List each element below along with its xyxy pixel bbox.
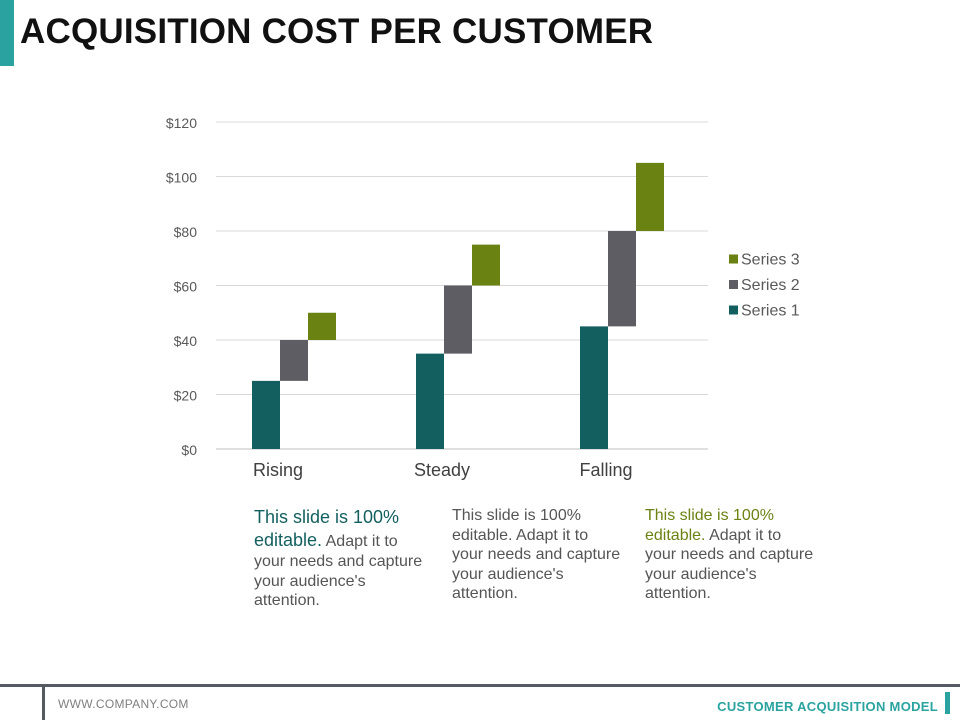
legend-label: Series 2 [741, 277, 800, 294]
y-tick-label: $100 [166, 170, 197, 186]
bar-series-1 [580, 326, 608, 449]
title-accent-bar [0, 0, 14, 66]
category-label: Falling [579, 460, 632, 480]
legend-swatch [729, 280, 738, 289]
footer-section-label: CUSTOMER ACQUISITION MODEL [717, 699, 938, 714]
description-steady: This slide is 100% editable. Adapt it to… [452, 506, 622, 604]
footer-left-bar [42, 686, 45, 720]
footer-right-bar [945, 692, 950, 714]
description-highlight: This slide is 100% editable. [645, 507, 774, 544]
waterfall-chart: $0 $20 $40 $60 $80 $100 $120 Rising Steady Fallin… [166, 115, 800, 480]
legend-swatch [729, 305, 738, 315]
y-tick-label: $60 [174, 279, 198, 295]
bar-series-1 [252, 380, 280, 449]
legend-swatch [729, 254, 738, 264]
description-text: Adapt it to your needs and capture your … [254, 533, 423, 609]
bar-series-2 [608, 231, 636, 327]
page-title: ACQUISITION COST PER CUSTOMER [20, 12, 654, 51]
y-tick-label: $20 [174, 388, 198, 404]
description-rising: This slide is 100% editable. Adapt it to… [254, 506, 424, 611]
description-falling: This slide is 100% editable. Adapt it to… [645, 506, 815, 604]
y-tick-label: $0 [181, 442, 197, 458]
bar-series-3 [636, 162, 664, 231]
y-tick-label: $80 [174, 224, 198, 240]
category-label: Steady [414, 460, 470, 480]
footer-url: WWW.COMPANY.COM [58, 697, 189, 711]
bar-series-3 [472, 244, 500, 286]
category-label: Rising [253, 460, 303, 480]
y-tick-label: $40 [174, 333, 198, 349]
legend-label: Series 3 [741, 252, 800, 269]
footer-divider [0, 684, 960, 687]
bar-series-1 [416, 353, 444, 449]
description-highlight: This slide is 100% editable. [254, 507, 400, 550]
bar-series-3 [308, 312, 336, 340]
description-text: Adapt it to your needs and capture your … [645, 526, 814, 603]
legend-label: Series 1 [741, 303, 800, 320]
bar-series-2 [444, 285, 472, 354]
bar-series-2 [280, 340, 308, 381]
description-text: This slide is 100% editable. Adapt it to… [452, 507, 621, 602]
y-tick-label: $120 [166, 115, 197, 131]
